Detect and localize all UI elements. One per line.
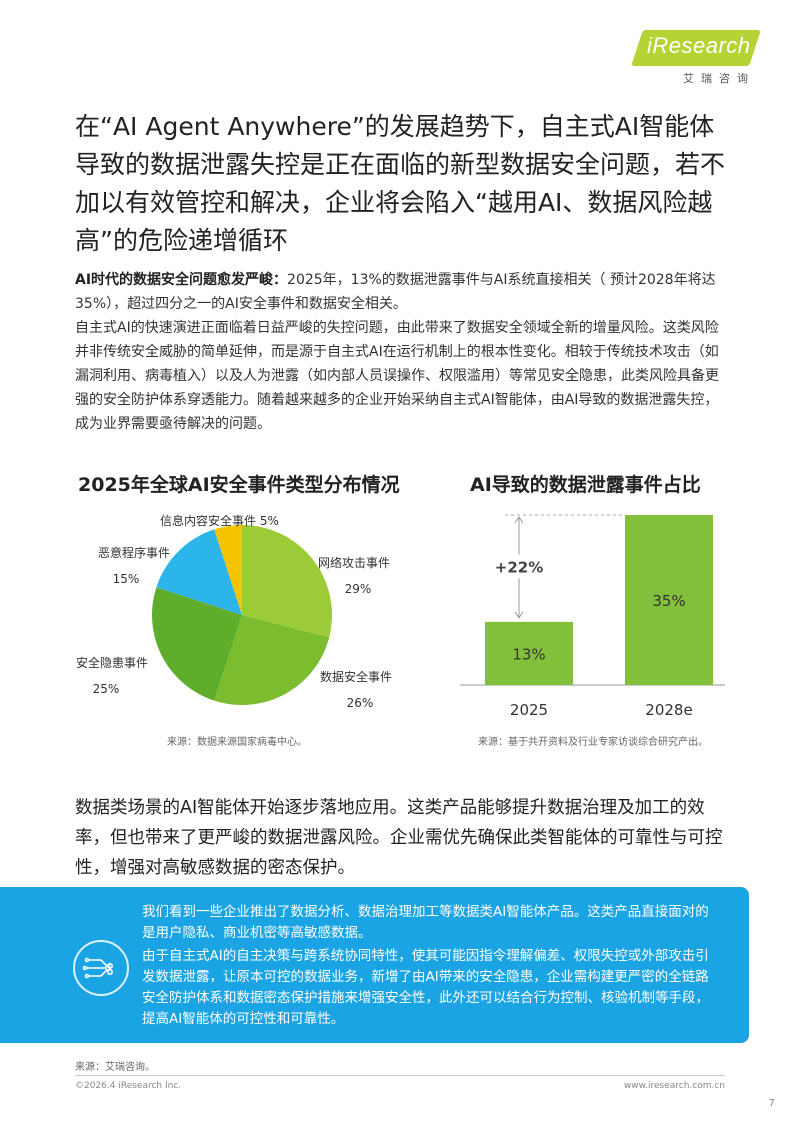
intro-p1: 2025年，13%的数据泄露事件与AI系统直接相关（ 预计2028年将达35%）…	[75, 272, 716, 312]
pie-slice	[214, 525, 242, 615]
logo-subtitle: 艾瑞咨询	[683, 72, 755, 85]
annotation-bg	[493, 554, 545, 579]
network-icon	[73, 940, 129, 996]
intro-text: AI时代的数据安全问题愈发严峻：2025年，13%的数据泄露事件与AI系统直接相…	[75, 268, 725, 436]
logo-text: iResearch	[647, 33, 751, 58]
pie-chart: 网络攻击事件 29% 数据安全事件 26% 安全隐患事件 25% 恶意程序事件 15% 信息内容…	[76, 513, 392, 710]
iresearch-logo: iResearch 艾瑞咨询	[631, 30, 761, 86]
insight-p2: 由于自主式AI的自主决策与跨系统协同特性，使其可能因指令理解偏差、权限失控或外部…	[142, 948, 709, 1027]
pie-slice	[156, 529, 242, 615]
page-headline: 在“AI Agent Anywhere”的发展趋势下，自主式AI智能体导致的数据…	[75, 112, 726, 255]
pie-value: 26%	[347, 696, 374, 710]
copyright: ©2026.4 iResearch Inc.	[75, 1081, 182, 1091]
arrow-head-up	[514, 516, 524, 524]
bar	[625, 515, 713, 685]
pie-label: 安全隐患事件	[76, 655, 148, 670]
pie-slice	[242, 525, 332, 638]
bar-category-label: 2025	[510, 701, 548, 719]
pie-slice	[214, 615, 330, 705]
pie-label: 网络攻击事件	[318, 555, 390, 570]
bar	[485, 621, 573, 685]
pie-value: 29%	[345, 582, 372, 596]
bar-chart: 13% 2025 35% 2028e +22%	[460, 514, 725, 719]
arrow-head-down	[514, 611, 524, 619]
website-link[interactable]: www.iresearch.com.cn	[623, 1081, 725, 1091]
pie-slice	[152, 587, 242, 701]
pie-chart-title: 2025年全球AI安全事件类型分布情况	[78, 474, 400, 496]
pie-value: 25%	[93, 682, 120, 696]
growth-annotation: +22%	[495, 558, 543, 576]
page-number: 7	[768, 1098, 775, 1109]
bar-source: 来源：基于共开资料及行业专家访谈综合研究产出。	[478, 737, 708, 748]
scenario-paragraph: 数据类场景的AI智能体开始逐步落地应用。这类产品能够提升数据治理及加工的效率，但…	[75, 798, 723, 878]
pie-label: 数据安全事件	[320, 669, 392, 684]
intro-lead: AI时代的数据安全问题愈发严峻：	[75, 272, 288, 288]
pie-source: 来源：数据来源国家病毒中心。	[167, 737, 307, 748]
bar-chart-title: AI导致的数据泄露事件占比	[470, 474, 701, 496]
bar-value-label: 35%	[652, 592, 685, 610]
intro-para-1: AI时代的数据安全问题愈发严峻：2025年，13%的数据泄露事件与AI系统直接相…	[75, 268, 725, 316]
pie-label: 恶意程序事件	[98, 545, 170, 560]
intro-p2: 自主式AI的快速演进正面临着日益严峻的失控问题，由此带来了数据安全领域全新的增量…	[75, 320, 719, 432]
bar-category-label: 2028e	[645, 701, 692, 719]
pie-label: 信息内容安全事件 5%	[160, 513, 279, 528]
footer-divider	[75, 1075, 725, 1076]
bar-value-label: 13%	[512, 645, 545, 663]
footer-source: 来源：艾瑞咨询。	[75, 1062, 155, 1073]
pie-value: 15%	[113, 572, 140, 586]
insight-p1: 我们看到一些企业推出了数据分析、数据治理加工等数据类AI智能体产品。这类产品直接…	[142, 904, 709, 941]
